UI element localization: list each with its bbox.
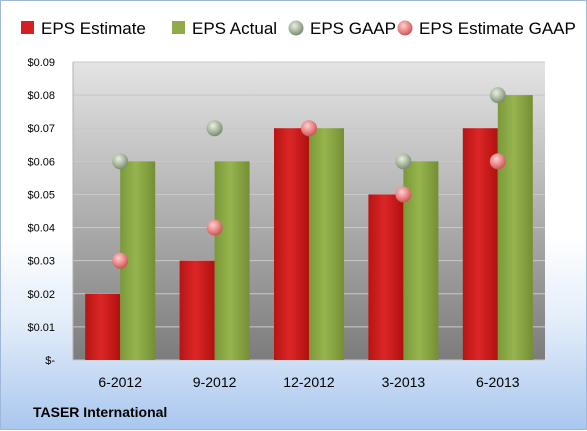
legend-label-eps-actual: EPS Actual xyxy=(192,19,277,38)
legend-swatch-eps-actual xyxy=(172,21,185,34)
y-tick-label: $0.07 xyxy=(27,123,55,135)
bar-eps-actual xyxy=(214,161,250,360)
marker-eps-estimate-gaap xyxy=(206,219,223,236)
y-tick-label: $0.03 xyxy=(27,256,55,268)
y-tick-label: $0.09 xyxy=(27,57,55,69)
marker-eps-gaap xyxy=(206,120,223,137)
y-tick-label: $0.04 xyxy=(27,223,55,235)
y-tick-label: $0.01 xyxy=(27,322,55,334)
bar-eps-actual xyxy=(497,95,533,360)
bar-eps-estimate xyxy=(462,128,498,360)
bar-eps-estimate xyxy=(85,293,121,360)
x-tick-label: 12-2012 xyxy=(283,374,335,390)
legend-label-eps-gaap: EPS GAAP xyxy=(310,19,396,38)
x-tick-label: 6-2013 xyxy=(476,374,520,390)
marker-eps-gaap xyxy=(395,153,412,170)
y-tick-label: $0.02 xyxy=(27,289,55,301)
x-tick-label: 9-2012 xyxy=(193,374,237,390)
markers xyxy=(112,87,506,269)
marker-eps-estimate-gaap xyxy=(395,186,412,203)
legend-label-eps-estimate: EPS Estimate xyxy=(41,19,146,38)
legend-marker-eps-estimate-gaap xyxy=(397,20,413,36)
y-tick-label: $- xyxy=(45,355,55,367)
bar-eps-estimate xyxy=(179,260,215,360)
company-name: TASER International xyxy=(33,404,167,420)
marker-eps-gaap xyxy=(489,87,506,104)
x-tick-label: 3-2013 xyxy=(382,374,426,390)
x-tick-label: 6-2012 xyxy=(98,374,142,390)
y-tick-label: $0.06 xyxy=(27,156,55,168)
legend-label-eps-estimate-gaap: EPS Estimate GAAP xyxy=(419,19,576,38)
marker-eps-estimate-gaap xyxy=(301,120,317,137)
marker-eps-estimate-gaap xyxy=(112,252,129,269)
y-axis-ticks: $- $0.01 $0.02 $0.03 $0.04 $0.05 $0.06 $0.07 $0.… xyxy=(27,57,55,367)
x-axis-ticks: 6-2012 9-2012 12-2012 3-2013 6-2013 xyxy=(98,374,519,390)
legend-swatch-eps-estimate xyxy=(21,21,34,34)
bar-eps-actual xyxy=(309,128,344,360)
y-tick-label: $0.08 xyxy=(27,90,55,102)
legend-marker-eps-gaap xyxy=(288,20,304,36)
legend: EPS Estimate EPS Actual EPS GAAP EPS Est… xyxy=(21,19,576,38)
y-tick-label: $0.05 xyxy=(27,189,55,201)
marker-eps-gaap xyxy=(112,153,129,170)
bar-eps-estimate xyxy=(274,128,309,360)
bar-eps-estimate xyxy=(368,194,404,360)
marker-eps-estimate-gaap xyxy=(489,153,506,170)
